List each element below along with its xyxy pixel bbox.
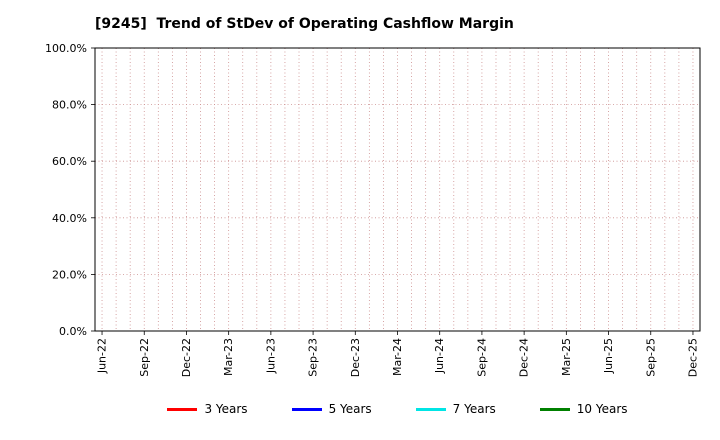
- y-tick-label: 100.0%: [45, 42, 87, 55]
- x-tick-label: Sep-23: [307, 338, 320, 377]
- y-tick-label: 0.0%: [59, 325, 87, 338]
- y-tick-label: 60.0%: [52, 155, 87, 168]
- legend-item-10-years: 10 Years: [539, 402, 628, 416]
- x-tick-label: Sep-24: [475, 338, 488, 377]
- legend-label-7-years: 7 Years: [452, 402, 496, 416]
- y-tick-label: 40.0%: [52, 212, 87, 225]
- legend-line-icon-10-years: [539, 407, 570, 411]
- legend-item-3-years: 3 Years: [167, 402, 248, 416]
- legend-item-7-years: 7 Years: [415, 402, 496, 416]
- legend-line-icon-7-years: [415, 407, 446, 411]
- y-axis-labels: 0.0% 20.0% 40.0% 60.0% 80.0% 100.0%: [45, 42, 87, 338]
- x-tick-label: Jun-25: [602, 338, 615, 374]
- legend-item-5-years: 5 Years: [291, 402, 372, 416]
- x-tick-label: Jun-24: [433, 338, 446, 374]
- x-axis-labels: Jun-22 Sep-22 Dec-22 Mar-23 Jun-23 Sep-23 Dec-…: [96, 338, 700, 377]
- legend-line-icon-3-years: [167, 407, 198, 411]
- legend-line-icon-5-years: [291, 407, 322, 411]
- x-tick-label: Mar-24: [391, 338, 404, 376]
- x-tick-label: Dec-25: [686, 338, 699, 377]
- x-tick-label: Sep-22: [138, 338, 151, 377]
- x-tick-label: Sep-25: [644, 338, 657, 377]
- x-tick-label: Jun-23: [264, 338, 277, 374]
- x-tick-label: Jun-22: [96, 338, 109, 374]
- x-tick-label: Mar-25: [560, 338, 573, 376]
- y-tick-label: 20.0%: [52, 268, 87, 281]
- legend-label-5-years: 5 Years: [328, 402, 372, 416]
- x-tick-label: Mar-23: [222, 338, 235, 376]
- y-tick-label: 80.0%: [52, 99, 87, 112]
- x-tick-label: Dec-23: [349, 338, 362, 377]
- x-tick-label: Dec-24: [518, 338, 531, 377]
- legend: 3 Years 5 Years 7 Years 10 Years: [95, 402, 700, 416]
- x-tick-label: Dec-22: [180, 338, 193, 377]
- legend-label-10-years: 10 Years: [576, 402, 628, 416]
- axis-ticks: [91, 47, 694, 335]
- grid-lines: [95, 47, 700, 331]
- legend-label-3-years: 3 Years: [204, 402, 248, 416]
- chart-title: [9245] Trend of StDev of Operating Cashf…: [95, 16, 514, 32]
